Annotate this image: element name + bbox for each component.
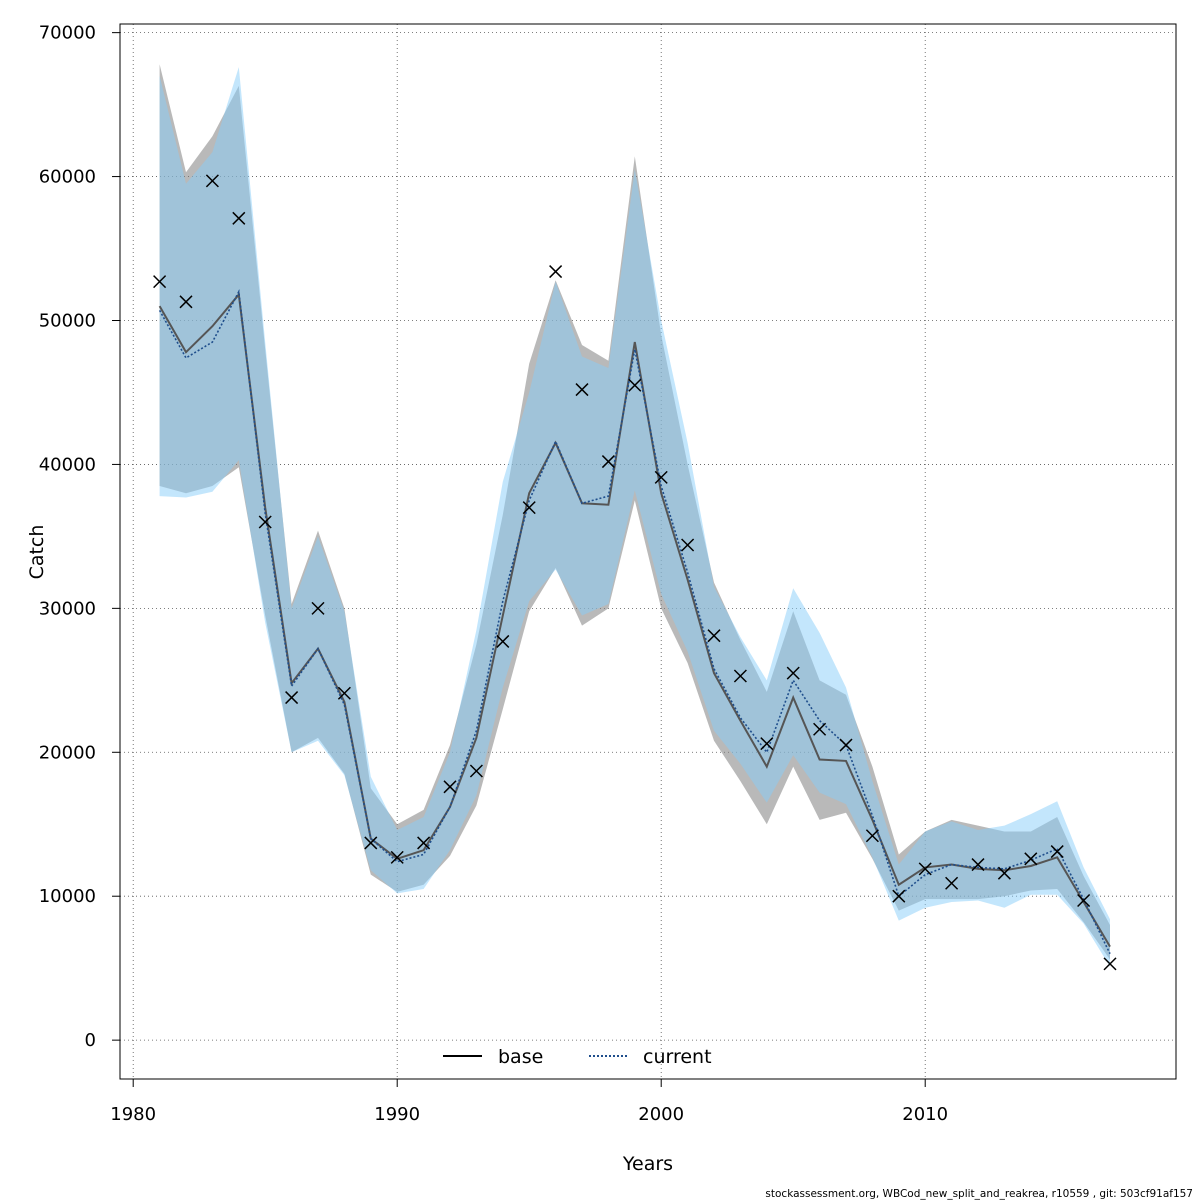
plot-frame [119,23,1177,1080]
legend-current-label: current [643,1046,712,1068]
observation-marker [813,722,827,736]
observation-marker [654,470,668,484]
legend-base-label: base [498,1046,543,1068]
confidence-band-current [159,67,1111,967]
observation-marker [681,538,695,552]
observation-marker [945,876,959,890]
observation-marker [575,383,589,397]
observation-marker [707,629,721,643]
x-tick-label: 2010 [902,1104,948,1125]
observation-marker [892,889,906,903]
observation-marker [733,669,747,683]
observation-marker [1050,845,1064,859]
observation-marker [469,764,483,778]
observation-marker [601,455,615,469]
observation-marker [364,836,378,850]
y-tick-label: 10000 [39,886,96,907]
series-line-current [158,289,1111,955]
observation-marker [865,829,879,843]
x-axis-title: Years [622,1153,673,1175]
y-tick-label: 20000 [39,742,96,763]
observation-marker [311,601,325,615]
observation-marker [628,378,642,392]
y-tick-label: 40000 [39,454,96,475]
observation-marker [786,666,800,680]
axes: 0 10000 20000 30000 40000 50000 60000 70000 1980… [39,23,948,1125]
observation-marker [443,780,457,794]
footer-note: stockassessment.org, WBCod_new_split_and… [765,1188,1193,1200]
observation-marker [285,691,299,705]
y-tick-label: 0 [85,1030,96,1051]
observation-marker [496,634,510,648]
y-tick-label: 50000 [39,310,96,331]
observation-marker [1077,893,1091,908]
legend: base current [443,1046,712,1068]
x-tick-label: 2000 [638,1104,684,1125]
observation-marker [232,211,246,225]
observation-marker [549,265,563,279]
y-tick-label: 30000 [39,598,96,619]
observation-marker [179,295,193,309]
observation-marker [522,501,536,515]
observation-marker [839,738,853,752]
observation-marker [1103,957,1117,971]
y-axis-title: Catch [26,525,48,580]
observation-marker [153,275,167,289]
y-tick-label: 70000 [39,23,96,44]
observation-marker [1024,852,1038,866]
observation-marker [337,686,351,700]
observation-marker [258,515,272,529]
observation-marker [205,174,219,188]
x-tick-label: 1990 [374,1104,420,1125]
observation-marker [971,858,985,872]
observation-markers [153,174,1117,971]
y-tick-label: 60000 [39,167,96,188]
observation-marker [997,866,1011,880]
observation-marker [760,737,774,751]
x-tick-label: 1980 [110,1104,156,1125]
observation-marker [390,850,404,864]
confidence-bands [159,64,1111,967]
observation-marker [918,862,932,876]
series-lines [158,289,1111,955]
observation-marker [417,836,431,850]
